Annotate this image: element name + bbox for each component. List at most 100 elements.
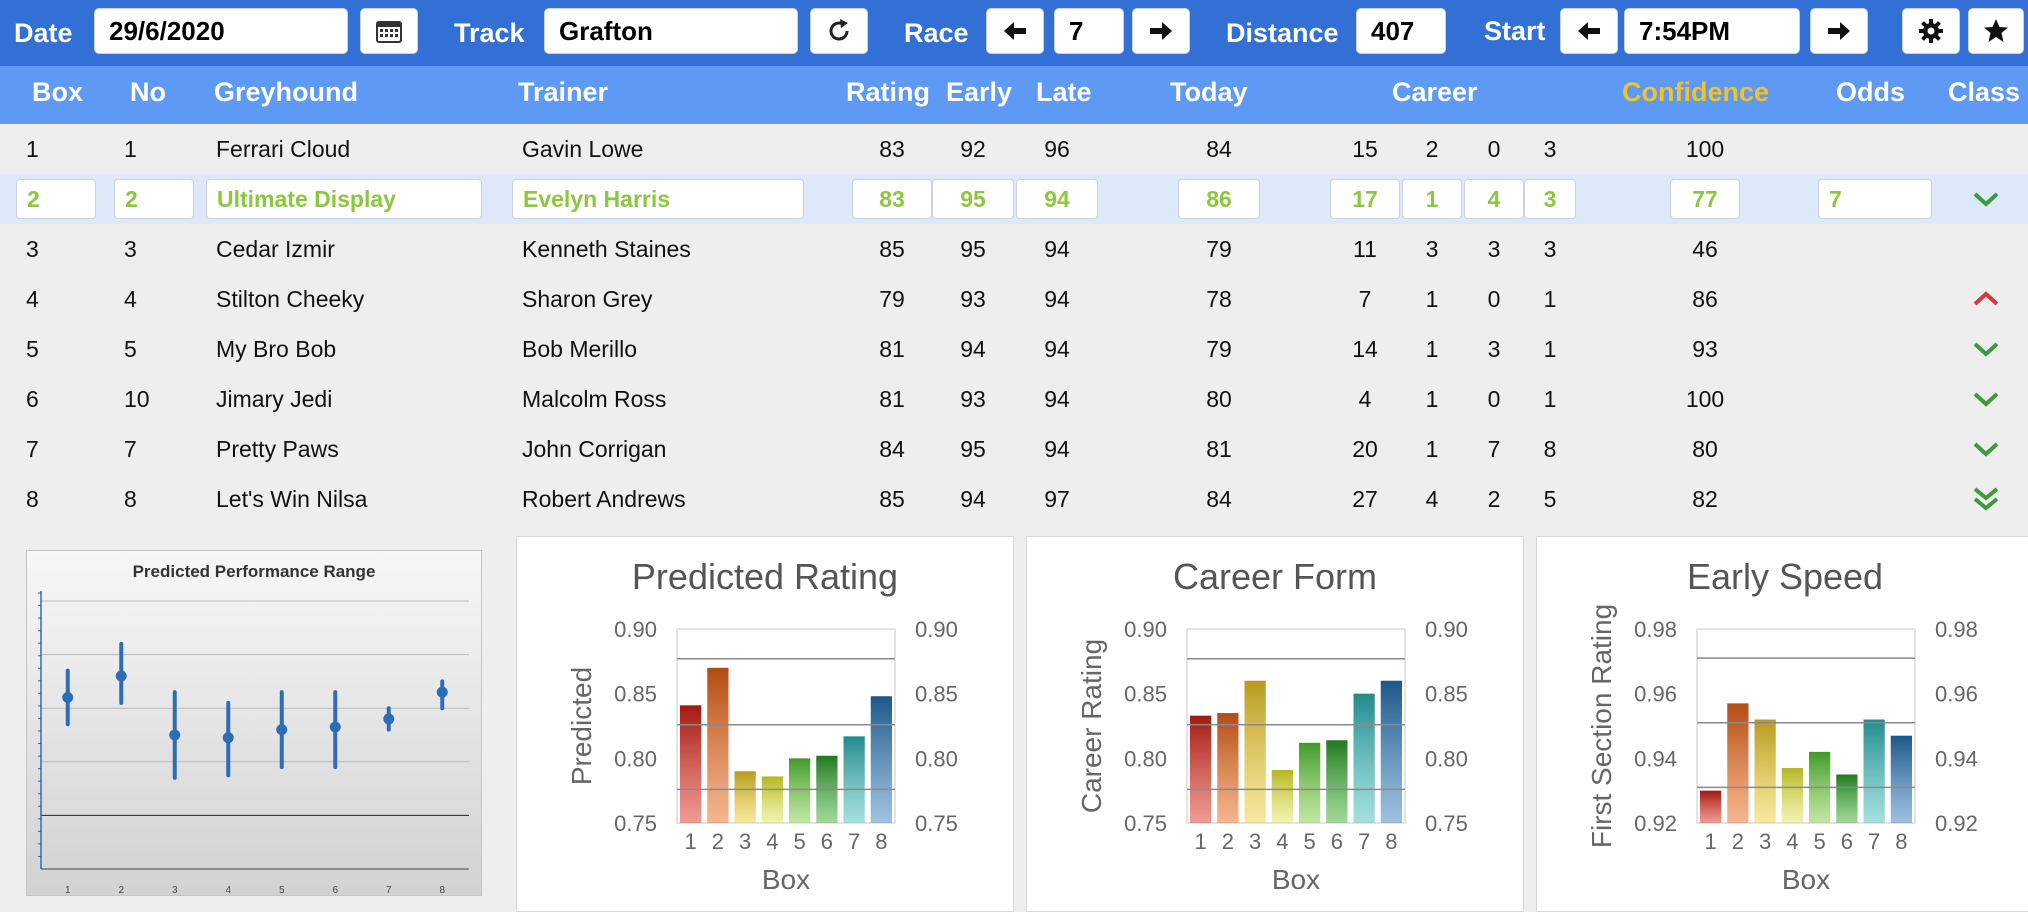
early-speed-panel: Early Speed 0.98 0.98 0.96 0.96 0.94 0.94 0.92 0… <box>1536 536 2028 912</box>
late-cell: 94 <box>1044 386 1070 412</box>
greyhound-cell: Pretty Paws <box>216 436 339 462</box>
today-cell: 80 <box>1206 386 1232 412</box>
bar <box>843 736 865 823</box>
header-class[interactable]: Class <box>1948 77 2021 107</box>
trainer-cell: Kenneth Staines <box>522 236 691 262</box>
header-rating[interactable]: Rating <box>846 77 930 107</box>
header-confidence[interactable]: Confidence <box>1622 77 1770 107</box>
rating-cell: 79 <box>879 286 905 312</box>
x-tick-label: 5 <box>794 829 806 854</box>
table-row[interactable]: 7 7 Pretty Paws John Corrigan 84 95 94 81 20 1 7 8 8… <box>0 424 2028 474</box>
table-row[interactable]: 5 5 My Bro Bob Bob Merillo 81 94 94 79 14 1 3 1 93 <box>0 324 2028 374</box>
y2-tick-label: 0.90 <box>1425 617 1468 642</box>
table-row[interactable]: 6 10 Jimary Jedi Malcolm Ross 81 93 94 80 4 1 0 1 10… <box>0 374 2028 424</box>
date-field[interactable]: 29/6/2020 <box>94 8 348 54</box>
no-cell: 5 <box>124 336 137 362</box>
box-cell: 3 <box>26 236 39 262</box>
no-cell[interactable]: 2 <box>114 179 194 219</box>
table-row[interactable]: 4 4 Stilton Cheeky Sharon Grey 79 93 94 78 7 1 0 1 8… <box>0 274 2028 324</box>
rating-cell: 84 <box>879 436 905 462</box>
distance-field[interactable]: 407 <box>1356 8 1446 54</box>
career-starts-cell[interactable]: 17 <box>1330 179 1400 219</box>
chevron-down-icon <box>1966 424 2006 474</box>
header-career[interactable]: Career <box>1392 77 1478 107</box>
start-time-field[interactable]: 7:54PM <box>1624 8 1800 54</box>
late-cell[interactable]: 94 <box>1016 179 1098 219</box>
career-wins-cell: 4 <box>1425 486 1439 512</box>
box-cell: 1 <box>26 136 39 162</box>
arrow-right-icon <box>1150 22 1172 40</box>
x-tick-label: 8 <box>1895 829 1907 854</box>
header-box[interactable]: Box <box>32 77 84 107</box>
x-tick-label: 5 <box>1814 829 1826 854</box>
x-tick-label: 8 <box>439 885 445 895</box>
confidence-cell: 100 <box>1685 386 1725 412</box>
table-row[interactable]: 1 1 Ferrari Cloud Gavin Lowe 83 92 96 84 15 2 0 3 10… <box>0 124 2028 174</box>
today-cell: 78 <box>1206 286 1232 312</box>
start-prev-button[interactable] <box>1560 8 1618 54</box>
calendar-icon <box>376 21 402 43</box>
track-field[interactable]: Grafton <box>544 8 798 54</box>
career-thirds-cell[interactable]: 3 <box>1524 179 1576 219</box>
greyhound-cell: Cedar Izmir <box>216 236 335 262</box>
box-cell[interactable]: 2 <box>16 179 96 219</box>
chart-title: Early Speed <box>1687 556 1883 597</box>
greyhound-cell: Let's Win Nilsa <box>216 486 368 512</box>
no-cell: 7 <box>124 436 137 462</box>
y2-tick-label: 0.75 <box>1425 811 1468 836</box>
bar <box>870 696 893 823</box>
y2-tick-label: 0.85 <box>1425 682 1468 707</box>
bar <box>761 776 784 823</box>
calendar-button[interactable] <box>360 8 418 54</box>
x-tick-label: 6 <box>1841 829 1853 854</box>
y-tick-label: 0.90 <box>614 617 657 642</box>
confidence-cell[interactable]: 77 <box>1670 179 1740 219</box>
header-trainer[interactable]: Trainer <box>518 77 609 107</box>
start-next-button[interactable] <box>1810 8 1868 54</box>
career-wins-cell[interactable]: 1 <box>1402 179 1462 219</box>
favourite-button[interactable] <box>1968 8 2024 54</box>
y-tick-label: 0.85 <box>614 682 657 707</box>
bar <box>1189 715 1212 823</box>
header-early[interactable]: Early <box>946 77 1013 107</box>
career-thirds-cell: 1 <box>1543 386 1557 412</box>
odds-cell[interactable]: 7 <box>1818 179 1932 219</box>
career-seconds-cell[interactable]: 4 <box>1464 179 1524 219</box>
career-starts-cell: 4 <box>1358 386 1372 412</box>
chevron-down-icon <box>1966 324 2006 374</box>
bar <box>1380 680 1403 823</box>
refresh-button[interactable] <box>810 8 868 54</box>
range-midpoint <box>222 732 234 744</box>
x-tick-label: 3 <box>1249 829 1261 854</box>
header-today[interactable]: Today <box>1170 77 1248 107</box>
x-tick-label: 2 <box>712 829 724 854</box>
header-odds[interactable]: Odds <box>1836 77 1906 107</box>
table-row-selected[interactable]: 2 2 Ultimate Display Evelyn Harris 83 95 94 86 1… <box>0 174 2028 224</box>
header-greyhound[interactable]: Greyhound <box>214 77 359 107</box>
settings-button[interactable] <box>1902 8 1960 54</box>
trainer-cell[interactable]: Evelyn Harris <box>512 179 804 219</box>
race-prev-button[interactable] <box>986 8 1044 54</box>
today-cell[interactable]: 86 <box>1178 179 1260 219</box>
star-icon <box>1984 19 2008 42</box>
race-field[interactable]: 7 <box>1054 8 1124 54</box>
y-axis-label: First Section Rating <box>1586 604 1617 848</box>
rating-cell[interactable]: 83 <box>852 179 932 219</box>
y-tick-label: 0.90 <box>1124 617 1167 642</box>
x-tick-label: 3 <box>1759 829 1771 854</box>
race-next-button[interactable] <box>1132 8 1190 54</box>
header-late[interactable]: Late <box>1036 77 1092 107</box>
performance-range-chart: Predicted Performance Range 1 2 3 4 5 6 7 8 <box>26 550 482 896</box>
trainer-cell: Robert Andrews <box>522 486 686 512</box>
today-cell: 84 <box>1206 136 1232 162</box>
table-row[interactable]: 3 3 Cedar Izmir Kenneth Staines 85 95 94 79 11 3 3… <box>0 224 2028 274</box>
career-thirds-cell: 1 <box>1543 336 1557 362</box>
y2-tick-label: 0.92 <box>1935 811 1978 836</box>
early-cell[interactable]: 95 <box>932 179 1014 219</box>
career-starts-cell: 15 <box>1352 136 1378 162</box>
greyhound-cell[interactable]: Ultimate Display <box>206 179 482 219</box>
header-no[interactable]: No <box>130 77 166 107</box>
no-cell: 3 <box>124 236 137 262</box>
table-row[interactable]: 8 8 Let's Win Nilsa Robert Andrews 85 94 97 84 2… <box>0 474 2028 524</box>
